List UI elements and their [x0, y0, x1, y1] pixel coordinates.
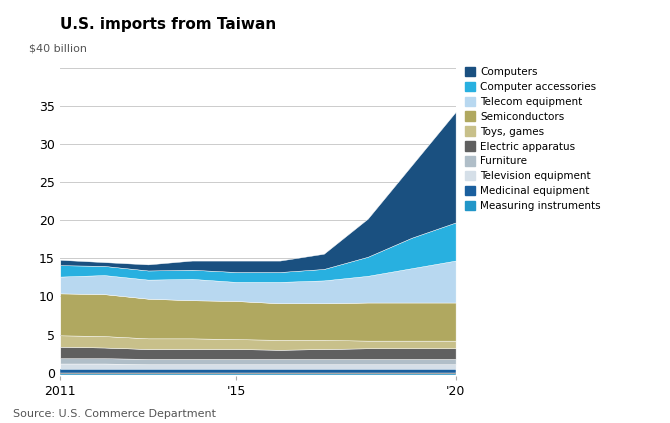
Text: Source: U.S. Commerce Department: Source: U.S. Commerce Department [13, 409, 216, 419]
Legend: Computers, Computer accessories, Telecom equipment, Semiconductors, Toys, games,: Computers, Computer accessories, Telecom… [465, 67, 601, 211]
Text: U.S. imports from Taiwan: U.S. imports from Taiwan [60, 17, 277, 32]
Text: $40 billion: $40 billion [29, 44, 86, 54]
